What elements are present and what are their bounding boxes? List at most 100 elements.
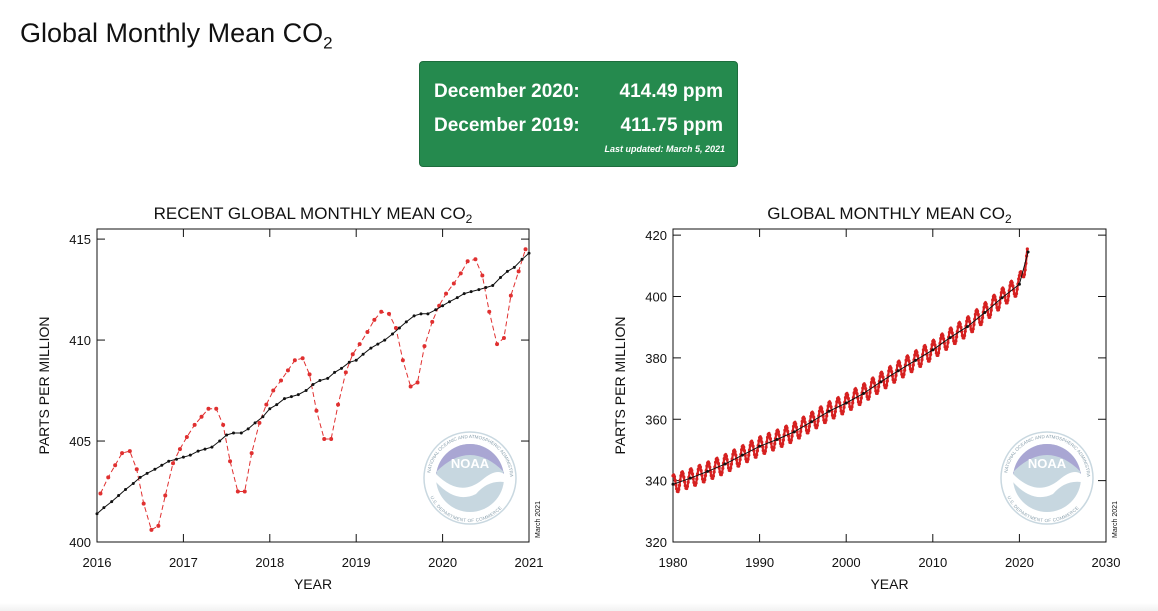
trend-point [282,397,286,401]
noaa-logo-text: NOAA [451,456,490,471]
y-axis-label: PARTS PER MILLION [612,317,628,455]
monthly-point [820,410,824,414]
monthly-point [690,472,695,476]
monthly-point [833,414,837,418]
monthly-point [907,359,911,363]
trend-point [160,463,164,467]
trend-point [376,342,380,346]
monthly-point [911,363,915,367]
monthly-point [708,465,712,469]
monthly-point [980,320,984,324]
trend-point [520,257,524,261]
monthly-point [852,391,856,395]
monthly-point [171,461,176,466]
trend-point [318,378,322,382]
monthly-point [809,414,813,418]
trend-point [167,459,171,463]
trend-point [188,453,192,457]
monthly-point [705,464,709,468]
monthly-point [746,457,750,461]
monthly-point [785,426,789,430]
monthly-point [963,329,967,333]
monthly-point [833,409,837,414]
monthly-point [755,453,759,457]
monthly-point [725,458,729,462]
monthly-point [877,385,881,389]
monthly-point [365,329,370,334]
trend-point [844,401,848,405]
monthly-point [755,449,760,453]
x-axis-label: YEAR [294,576,332,592]
monthly-point [501,336,506,341]
date-stamp: March 2021 [535,501,542,538]
monthly-point [878,374,882,379]
monthly-point [973,312,977,316]
monthly-point [929,352,933,357]
monthly-point [841,409,845,414]
monthly-point [991,298,995,302]
monthly-point [343,370,348,375]
monthly-point [816,419,820,423]
monthly-point [314,408,319,413]
monthly-point [794,422,798,426]
chart-1: RECENT GLOBAL MONTHLY MEAN CO2NOAANATION… [0,0,543,592]
trend-point [879,380,883,384]
summary-current-label: December 2020: [434,81,580,102]
monthly-point [1023,268,1027,272]
monthly-point [733,450,737,454]
monthly-point [451,281,456,286]
monthly-point [772,446,776,450]
monthly-point [956,325,960,329]
trend-point [965,325,969,329]
monthly-point [192,422,197,427]
monthly-point [739,448,744,452]
trend-point [131,481,135,485]
monthly-point [703,478,707,482]
monthly-point [930,342,934,347]
x-tick-label: 2016 [83,555,112,570]
monthly-point [965,319,969,323]
monthly-point [694,481,698,485]
monthly-point [329,437,334,442]
monthly-point [716,461,721,466]
monthly-point [828,401,832,406]
trend-point [740,453,744,457]
monthly-point [783,428,787,432]
monthly-point [759,436,763,441]
trend-point [369,346,373,350]
monthly-point [913,353,917,357]
monthly-point [279,378,284,383]
monthly-point [885,379,889,383]
monthly-point [720,470,724,475]
monthly-point [257,420,262,425]
monthly-point [773,442,777,446]
monthly-point [698,465,703,469]
monthly-point [945,345,949,349]
monthly-point [1015,287,1019,291]
monthly-point [765,435,770,440]
monthly-point [1008,284,1012,288]
monthly-point [300,356,305,361]
monthly-point [846,393,850,397]
trend-point [484,286,488,290]
trend-point [390,332,394,336]
monthly-point [950,331,954,335]
monthly-point [444,291,449,296]
monthly-point [850,405,854,409]
monthly-point [872,381,876,385]
monthly-point [885,383,889,387]
trend-point [1017,282,1021,286]
trend-point [671,482,675,486]
monthly-point [998,301,1002,305]
monthly-point [1010,281,1014,285]
monthly-point [712,470,716,474]
monthly-point [106,475,111,480]
trend-point [426,312,430,316]
y-axis-label: PARTS PER MILLION [36,317,52,455]
monthly-point [465,259,470,264]
monthly-point [958,322,962,326]
x-tick-label: 1980 [659,555,688,570]
monthly-point [127,449,132,454]
monthly-point [855,392,859,396]
